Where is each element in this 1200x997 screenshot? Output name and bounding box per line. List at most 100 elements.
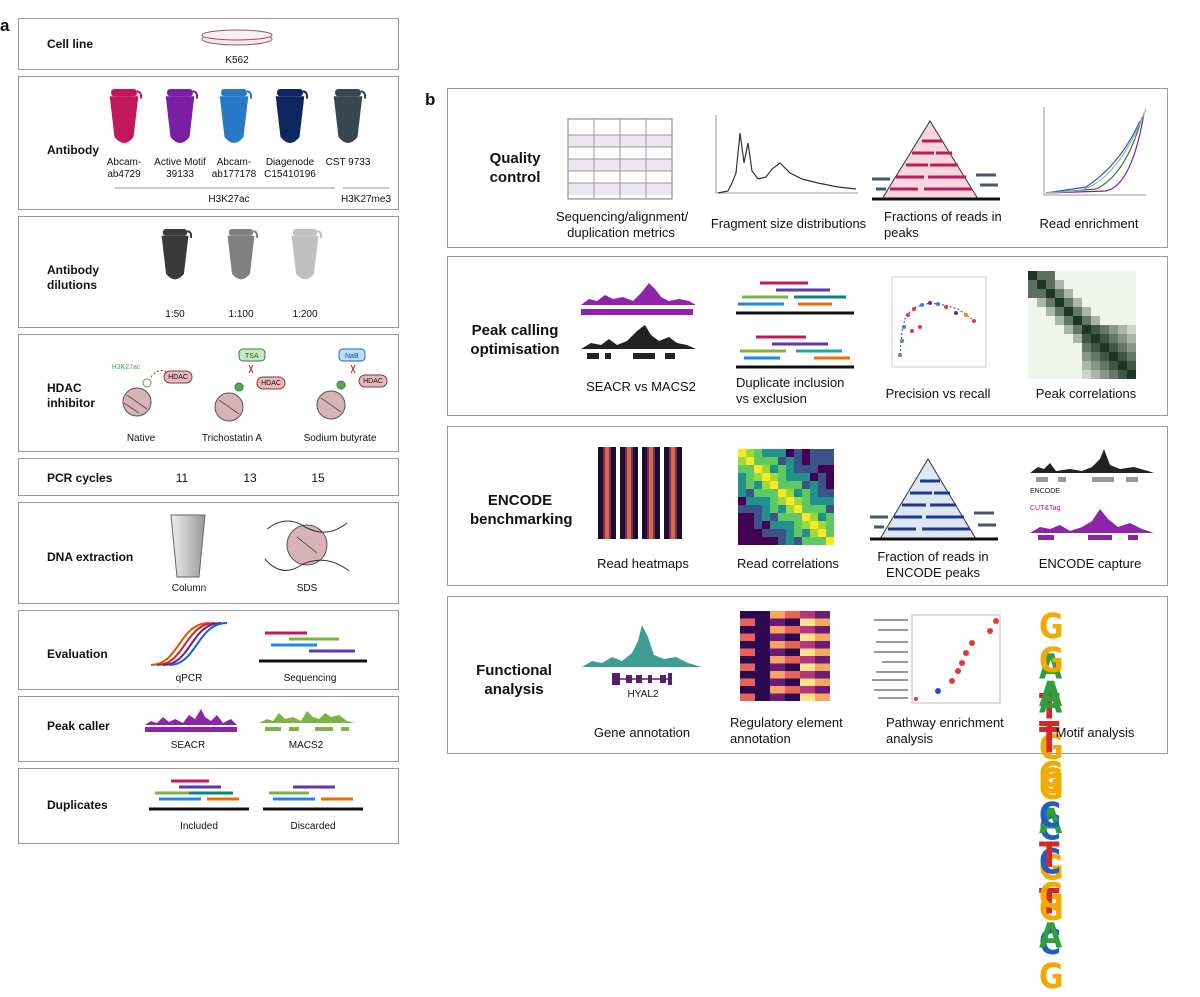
peak-caller-box: Peak caller SEACR MACS2 [18, 696, 399, 762]
hdac-tag-2: HDAC [261, 380, 281, 387]
heatmap-cell [810, 529, 818, 537]
macs2-track-icon [259, 711, 355, 731]
heatmap-cell [1073, 280, 1082, 289]
heatmap-cell [802, 513, 810, 521]
heatmap-cell [746, 489, 754, 497]
heatmap-cell [755, 618, 770, 626]
heatmap-cell [800, 648, 815, 656]
heatmap-cell [1118, 334, 1127, 343]
heatmap-cell [1046, 334, 1055, 343]
heatmap-cell [1046, 352, 1055, 361]
heatmap-cell [818, 497, 826, 505]
encode-caption-4: ENCODE capture [1038, 556, 1142, 571]
heatmap-cell [1091, 343, 1100, 352]
heatmap-cell [740, 626, 755, 634]
heatmap-cell [1091, 298, 1100, 307]
heatmap-cell [786, 465, 794, 473]
heatmap-cell [740, 641, 755, 649]
heatmap-cell [810, 513, 818, 521]
heatmap-cell [755, 671, 770, 679]
heatmap-cell [754, 513, 762, 521]
motif-letter: G [1039, 607, 1064, 648]
heatmap-cell [815, 693, 830, 701]
heatmap-cell [746, 481, 754, 489]
gene-annotation-track [582, 625, 702, 685]
encode-caption-1: Read heatmaps [597, 556, 689, 571]
heatmap-cell [826, 529, 834, 537]
heatmap-cell [754, 481, 762, 489]
heatmap-cell [785, 641, 800, 649]
heatmap-cell [818, 489, 826, 497]
heatmap-cell [1118, 289, 1127, 298]
heatmap-cell [1118, 343, 1127, 352]
hdac-tag-1: HDAC [168, 374, 188, 381]
heatmap-cell [800, 618, 815, 626]
heatmap-cell [794, 537, 802, 545]
antibody-group-h3k27ac: H3K27ac [208, 194, 250, 205]
encode-caption-2: Read correlations [737, 556, 839, 571]
cell-line-value: K562 [225, 55, 249, 66]
duplicates-box: Duplicates Included Discarded [18, 768, 399, 844]
motif-letter: G [1039, 727, 1064, 768]
heatmap-cell [1073, 271, 1082, 280]
heatmap-cell [785, 693, 800, 701]
heatmap-cell [818, 537, 826, 545]
heatmap-cell [740, 678, 755, 686]
heatmap-cell [1064, 280, 1073, 289]
dilution-label: 1:100 [228, 309, 254, 320]
heatmap-cell [1064, 343, 1073, 352]
heatmap-cell [762, 497, 770, 505]
heatmap-cell [1028, 370, 1037, 379]
heatmap-cell [800, 686, 815, 694]
functional-caption-2: Regulatory element annotation [730, 715, 843, 746]
heatmap-cell [1100, 370, 1109, 379]
heatmap-cell [1127, 298, 1136, 307]
heatmap-cell [1118, 361, 1127, 370]
heatmap-cell [1037, 316, 1046, 325]
heatmap-cell [770, 473, 778, 481]
heatmap-cell [1109, 361, 1118, 370]
heatmap-cell [802, 473, 810, 481]
heatmap-cell [1064, 289, 1073, 298]
dna-item-sds: SDS [296, 583, 318, 594]
heatmap-cell [770, 489, 778, 497]
heatmap-cell [1100, 271, 1109, 280]
heatmap-cell [746, 457, 754, 465]
motif-logo-row: ATGCTGAG [1039, 675, 1064, 997]
motif-letter: G [1039, 755, 1064, 796]
heatmap-cell [800, 693, 815, 701]
heatmap-cell [1073, 334, 1082, 343]
sequencing-reads-icon [259, 631, 367, 663]
heatmap-cell [815, 671, 830, 679]
motif-letter: A [1039, 916, 1062, 957]
heatmap-cell [1028, 334, 1037, 343]
encode-caption-3: Fraction of reads in ENCODE peaks [877, 549, 989, 580]
heatmap-cell [794, 481, 802, 489]
heatmap-cell [1118, 280, 1127, 289]
heatmap-cell [746, 505, 754, 513]
read-heatmap-column [620, 447, 638, 539]
heatmap-cell [746, 521, 754, 529]
heatmap-cell [746, 497, 754, 505]
heatmap-cell [770, 663, 785, 671]
heatmap-cell [1055, 370, 1064, 379]
heatmap-cell [815, 641, 830, 649]
heatmap-cell [746, 465, 754, 473]
heatmap-cell [785, 663, 800, 671]
motif-letter: G [1039, 761, 1064, 802]
heatmap-cell [1028, 271, 1037, 280]
antibody-tube-icon [333, 89, 367, 143]
heatmap-cell [1073, 289, 1082, 298]
heatmap-cell [1028, 361, 1037, 370]
heatmap-cell [1100, 298, 1109, 307]
heatmap-cell [1109, 289, 1118, 298]
heatmap-cell [755, 648, 770, 656]
heatmap-cell [794, 457, 802, 465]
heatmap-cell [746, 513, 754, 521]
duplicates-discarded: Discarded [290, 821, 336, 832]
heatmap-cell [810, 505, 818, 513]
heatmap-cell [1109, 370, 1118, 379]
heatmap-cell [754, 529, 762, 537]
heatmap-cell [762, 529, 770, 537]
heatmap-cell [1055, 307, 1064, 316]
